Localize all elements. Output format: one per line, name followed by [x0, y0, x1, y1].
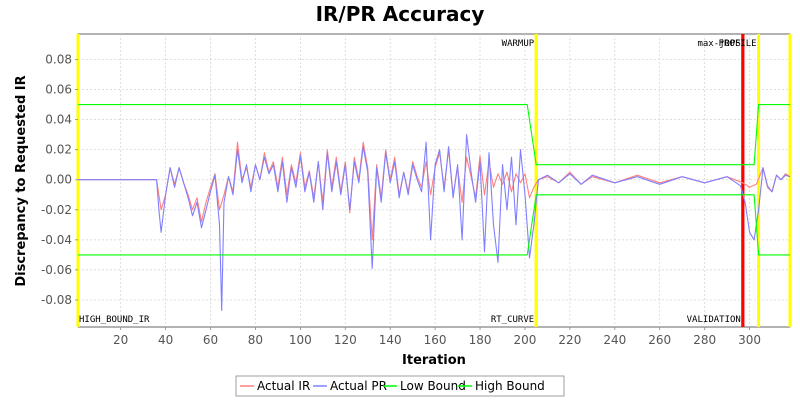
- y-tick-label: -0.02: [41, 203, 72, 217]
- marker-label: VALIDATION: [687, 315, 741, 325]
- legend-label: High Bound: [475, 379, 545, 393]
- x-axis-ticks: 20 40 60 80 100 120 140 160 180 200 220 240 260 280 30…: [113, 327, 761, 347]
- x-tick-label: 40: [158, 333, 173, 347]
- marker-label: max-jOPS: [697, 39, 740, 49]
- y-tick-label: -0.06: [41, 263, 72, 277]
- y-tick-label: -0.04: [41, 233, 72, 247]
- legend-label: Low Bound: [400, 379, 466, 393]
- x-tick-label: 120: [334, 333, 357, 347]
- x-tick-label: 80: [248, 333, 263, 347]
- legend: Actual IR Actual PR Low Bound High Bound: [235, 375, 565, 397]
- series-line: [78, 134, 791, 312]
- y-tick-label: 0.02: [45, 143, 72, 157]
- y-tick-label: 0.04: [45, 113, 72, 127]
- y-axis-label: Discrepancy to Requested IR: [14, 75, 29, 286]
- marker-label: HIGH_BOUND_IR: [79, 315, 150, 325]
- x-axis-label: Iteration: [402, 353, 466, 368]
- x-tick-label: 20: [113, 333, 128, 347]
- chart-title: IR/PR Accuracy: [316, 2, 485, 26]
- marker-label: PROFILE: [719, 39, 757, 49]
- y-tick-label: 0.06: [45, 83, 72, 97]
- x-tick-label: 220: [558, 333, 581, 347]
- series-line: [78, 194, 790, 256]
- x-tick-label: 60: [203, 333, 218, 347]
- marker-lines: [76, 34, 792, 327]
- marker-label: WARMUP: [502, 39, 535, 49]
- y-tick-label: -0.08: [41, 293, 72, 307]
- x-tick-label: 160: [424, 333, 447, 347]
- x-tick-label: 280: [693, 333, 716, 347]
- y-tick-label: 0.00: [45, 173, 72, 187]
- series-line: [78, 104, 790, 166]
- y-tick-label: 0.08: [45, 53, 72, 67]
- x-tick-label: 180: [469, 333, 492, 347]
- x-tick-label: 300: [738, 333, 761, 347]
- marker-labels: HIGH_BOUND_IR WARMUP RT_CURVE max-jOPS VALID…: [79, 39, 757, 325]
- x-tick-label: 140: [379, 333, 402, 347]
- y-axis-ticks: -0.08 -0.06 -0.04 -0.02 0.00 0.02 0.04 0.06 0.08: [41, 53, 78, 307]
- x-tick-label: 240: [603, 333, 626, 347]
- legend-box: [235, 375, 565, 397]
- x-tick-label: 100: [289, 333, 312, 347]
- series-line: [78, 141, 791, 241]
- series-lines: [78, 104, 791, 312]
- x-tick-label: 200: [514, 333, 537, 347]
- legend-label: Actual PR: [330, 379, 387, 393]
- x-tick-label: 260: [648, 333, 671, 347]
- legend-label: Actual IR: [257, 379, 310, 393]
- marker-label: RT_CURVE: [491, 315, 534, 325]
